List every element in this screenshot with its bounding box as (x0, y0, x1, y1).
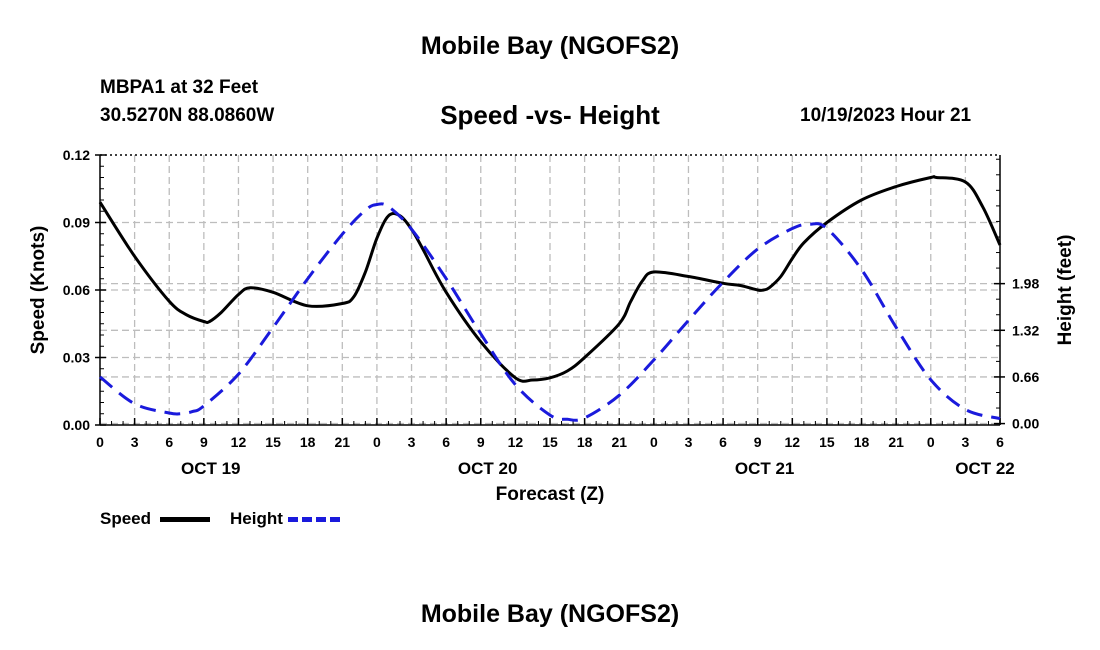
legend-height-label: Height (230, 509, 283, 528)
series-height-line (99, 202, 1001, 422)
x-tick-label: 6 (719, 434, 727, 450)
x-tick-label: 0 (373, 434, 381, 450)
y-tick-label: 0.09 (63, 215, 90, 231)
x-tick-label: 12 (508, 434, 524, 450)
y2-tick-label: 1.32 (1012, 322, 1039, 338)
x-tick-label: 6 (442, 434, 450, 450)
bottom-title: Mobile Bay (NGOFS2) (420, 600, 680, 628)
x-tick-label: 6 (996, 434, 1004, 450)
speed-height-chart: 0 3 6 9 12 15 18 21 0 3 6 9 12 15 18 21 0 3 6 9 12 15 18 21 0 3 6O… (28, 147, 1076, 505)
x-tick-label: 15 (265, 434, 281, 450)
x-tick-label: 9 (477, 434, 485, 450)
x-tick-label: 18 (577, 434, 593, 450)
x-tick-label: 6 (165, 434, 173, 450)
station-label: MBPA1 at 32 Feet (100, 77, 259, 98)
x-tick-label: 3 (685, 434, 693, 450)
x-axis-label: Forecast (Z) (496, 484, 605, 505)
chart-subtitle: Speed -vs- Height (440, 100, 660, 130)
day-label: OCT 21 (735, 459, 795, 478)
x-tick-label: 9 (754, 434, 762, 450)
x-tick-label: 9 (200, 434, 208, 450)
y2-axis-label: Height (feet) (1055, 235, 1076, 346)
legend-speed-label: Speed (100, 509, 152, 528)
y-tick-label: 0.03 (63, 350, 90, 366)
x-tick-label: 3 (961, 434, 969, 450)
x-tick-label: 18 (854, 434, 870, 450)
x-tick-label: 15 (542, 434, 558, 450)
day-label: OCT 22 (955, 459, 1015, 478)
x-tick-label: 21 (335, 434, 351, 450)
page-title: Mobile Bay (NGOFS2) (420, 32, 680, 60)
legend-height-dash-icon (287, 517, 340, 523)
day-label: OCT 19 (181, 459, 241, 478)
x-tick-label: 18 (300, 434, 316, 450)
x-tick-label: 21 (888, 434, 904, 450)
x-tick-label: 3 (408, 434, 416, 450)
x-tick-label: 21 (611, 434, 627, 450)
coordinates-label: 30.5270N 88.0860W (100, 105, 275, 126)
x-tick-label: 12 (231, 434, 247, 450)
y2-tick-label: 0.00 (1012, 416, 1039, 432)
y-axis-label: Speed (Knots) (28, 226, 49, 355)
y-tick-label: 0.00 (63, 417, 90, 433)
legend-speed: Speed (100, 509, 210, 529)
x-tick-label: 0 (96, 434, 104, 450)
x-tick-label: 0 (650, 434, 658, 450)
y2-tick-label: 0.66 (1012, 369, 1039, 385)
legend-height: Height (230, 509, 340, 529)
y-tick-label: 0.06 (63, 282, 90, 298)
x-tick-label: 12 (785, 434, 801, 450)
x-tick-label: 3 (131, 434, 139, 450)
x-tick-label: 15 (819, 434, 835, 450)
forecast-datetime: 10/19/2023 Hour 21 (800, 105, 972, 126)
x-tick-label: 0 (927, 434, 935, 450)
y-tick-label: 0.12 (63, 147, 90, 163)
y2-tick-label: 1.98 (1012, 276, 1039, 292)
day-label: OCT 20 (458, 459, 518, 478)
series-speed-line (98, 175, 1002, 383)
legend-speed-line-icon (159, 517, 210, 523)
